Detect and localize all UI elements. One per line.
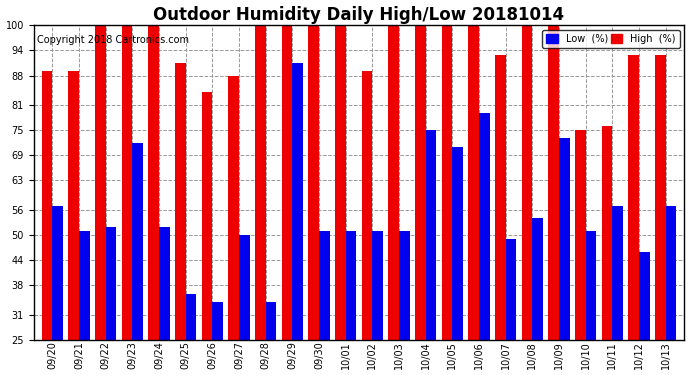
Bar bbox=[426, 130, 436, 340]
Bar bbox=[79, 231, 90, 340]
Bar bbox=[319, 231, 330, 340]
Bar bbox=[613, 206, 623, 340]
Bar bbox=[399, 231, 410, 340]
Bar bbox=[453, 147, 463, 340]
Bar bbox=[549, 25, 559, 340]
Bar bbox=[442, 25, 453, 340]
Bar bbox=[479, 113, 490, 340]
Bar bbox=[175, 63, 186, 340]
Bar bbox=[346, 231, 356, 340]
Bar bbox=[41, 71, 52, 340]
Bar bbox=[282, 25, 293, 340]
Bar bbox=[415, 25, 426, 340]
Bar bbox=[522, 25, 533, 340]
Bar bbox=[308, 25, 319, 340]
Bar bbox=[148, 25, 159, 340]
Bar bbox=[655, 54, 666, 340]
Bar bbox=[186, 294, 197, 340]
Bar bbox=[575, 130, 586, 340]
Bar bbox=[469, 25, 479, 340]
Title: Outdoor Humidity Daily High/Low 20181014: Outdoor Humidity Daily High/Low 20181014 bbox=[153, 6, 564, 24]
Bar bbox=[293, 63, 303, 340]
Bar bbox=[559, 138, 570, 340]
Bar bbox=[68, 71, 79, 340]
Bar bbox=[106, 226, 117, 340]
Bar bbox=[52, 206, 63, 340]
Bar bbox=[666, 206, 676, 340]
Bar bbox=[495, 54, 506, 340]
Bar bbox=[602, 126, 613, 340]
Bar bbox=[159, 226, 170, 340]
Bar bbox=[388, 25, 399, 340]
Legend: Low  (%), High  (%): Low (%), High (%) bbox=[542, 30, 680, 48]
Bar bbox=[228, 75, 239, 340]
Bar bbox=[629, 54, 639, 340]
Bar bbox=[201, 92, 213, 340]
Bar bbox=[373, 231, 383, 340]
Bar bbox=[586, 231, 596, 340]
Bar bbox=[132, 143, 143, 340]
Bar bbox=[121, 25, 132, 340]
Text: Copyright 2018 Cartronics.com: Copyright 2018 Cartronics.com bbox=[37, 34, 189, 45]
Bar bbox=[335, 25, 346, 340]
Bar bbox=[533, 218, 543, 340]
Bar bbox=[362, 71, 373, 340]
Bar bbox=[506, 239, 516, 340]
Bar bbox=[639, 252, 650, 340]
Bar bbox=[95, 25, 106, 340]
Bar bbox=[213, 302, 223, 340]
Bar bbox=[266, 302, 277, 340]
Bar bbox=[255, 25, 266, 340]
Bar bbox=[239, 235, 250, 340]
